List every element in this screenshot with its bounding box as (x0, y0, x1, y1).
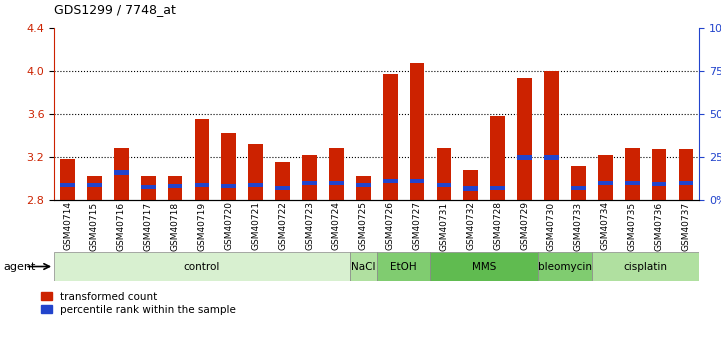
Bar (490, 186, 505, 190)
Bar (383, 179, 397, 183)
Bar (436, 148, 451, 200)
Bar (678, 181, 694, 185)
Bar (329, 181, 344, 185)
Text: bleomycin: bleomycin (538, 262, 592, 272)
Bar (114, 148, 128, 200)
Bar (464, 186, 478, 191)
Bar (356, 183, 371, 187)
Bar (538, 252, 592, 281)
Bar (598, 181, 613, 185)
Bar (221, 133, 236, 200)
Text: cisplatin: cisplatin (624, 262, 668, 272)
Text: GDS1299 / 7748_at: GDS1299 / 7748_at (54, 3, 176, 17)
Bar (356, 176, 371, 200)
Bar (517, 155, 532, 160)
Bar (544, 71, 559, 200)
Bar (652, 149, 666, 200)
Bar (544, 155, 559, 160)
Bar (87, 183, 102, 187)
Bar (625, 181, 640, 185)
Bar (168, 176, 182, 200)
Bar (598, 155, 613, 200)
Bar (436, 183, 451, 187)
Bar (490, 116, 505, 200)
Bar (141, 176, 156, 200)
Bar (625, 148, 640, 200)
Bar (678, 149, 694, 200)
Bar (464, 170, 478, 200)
Bar (430, 252, 538, 281)
Bar (54, 252, 350, 281)
Text: EtOH: EtOH (390, 262, 417, 272)
Text: control: control (184, 262, 220, 272)
Bar (275, 162, 290, 200)
Text: MMS: MMS (472, 262, 497, 272)
Bar (60, 159, 75, 200)
Bar (410, 63, 425, 200)
Bar (350, 252, 376, 281)
Bar (410, 179, 425, 183)
Bar (248, 183, 263, 187)
Bar (221, 184, 236, 188)
Bar (383, 74, 397, 200)
Bar (302, 181, 317, 185)
Bar (87, 176, 102, 200)
Bar (195, 183, 209, 187)
Legend: transformed count, percentile rank within the sample: transformed count, percentile rank withi… (41, 292, 236, 315)
Bar (275, 186, 290, 190)
Bar (329, 148, 344, 200)
Bar (517, 78, 532, 200)
Bar (652, 182, 666, 186)
Bar (592, 252, 699, 281)
Bar (302, 155, 317, 200)
Bar (195, 119, 209, 200)
Bar (141, 185, 156, 189)
Text: NaCl: NaCl (351, 262, 376, 272)
Bar (571, 166, 585, 200)
Bar (376, 252, 430, 281)
Bar (571, 186, 585, 190)
Text: agent: agent (4, 262, 36, 272)
Bar (248, 144, 263, 200)
Bar (168, 184, 182, 188)
Bar (114, 170, 128, 175)
Bar (60, 183, 75, 187)
